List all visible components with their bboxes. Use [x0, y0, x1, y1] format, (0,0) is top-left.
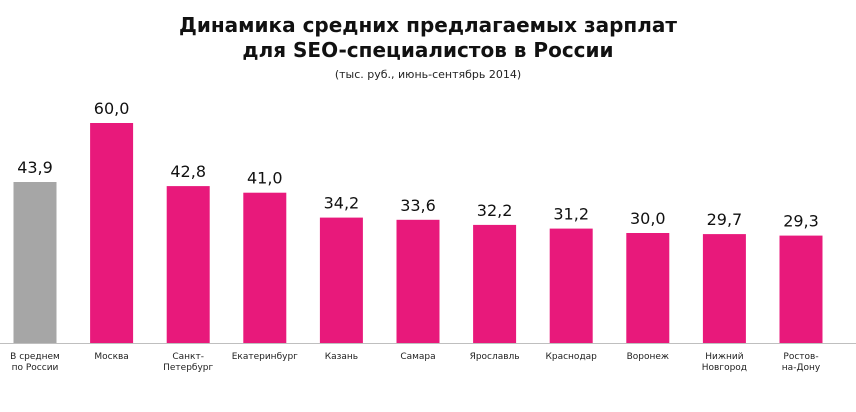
- bar-6: [473, 224, 517, 343]
- category-label-3: Екатеринбург: [232, 352, 298, 362]
- value-label-4: 34,2: [324, 194, 360, 213]
- bar-4: [319, 217, 363, 343]
- chart-title-line2: для SEO-специалистов в России: [242, 38, 614, 62]
- category-label-2: Санкт-Петербург: [163, 352, 213, 373]
- category-label-8: Воронеж: [627, 352, 669, 362]
- bar-3: [243, 192, 287, 343]
- category-label-5: Самара: [400, 352, 435, 362]
- value-label-5: 33,6: [400, 196, 436, 215]
- value-label-9: 29,7: [707, 210, 743, 229]
- bar-1: [90, 123, 134, 343]
- category-label-4: Казань: [325, 352, 358, 362]
- chart-title: Динамика средних предлагаемых зарплат: [179, 13, 677, 37]
- bar-8: [626, 233, 670, 343]
- category-label-7: Краснодар: [545, 352, 597, 362]
- category-label-1: Москва: [94, 352, 128, 362]
- value-label-10: 29,3: [783, 212, 819, 231]
- bar-2: [166, 186, 210, 343]
- labels-group: 43,9 В среднем по России 60,0 Москва 42,8 Санк…: [10, 99, 821, 373]
- bar-9: [702, 234, 746, 343]
- category-label-10: Ростов-на-Дону: [782, 352, 821, 373]
- category-label-6: Ярославль: [470, 352, 520, 362]
- value-label-2: 42,8: [170, 162, 206, 181]
- category-label-0: В среднем по России: [10, 352, 60, 373]
- bar-10: [779, 235, 823, 343]
- bars-group: [13, 123, 823, 343]
- value-label-8: 30,0: [630, 209, 666, 228]
- value-label-3: 41,0: [247, 169, 283, 188]
- bar-7: [549, 228, 593, 343]
- value-label-6: 32,2: [477, 201, 513, 220]
- value-label-1: 60,0: [94, 99, 130, 118]
- value-label-0: 43,9: [17, 158, 53, 177]
- value-label-7: 31,2: [553, 205, 589, 224]
- category-label-9: Нижний Новгород: [702, 352, 747, 373]
- chart-subtitle: (тыс. руб., июнь-сентябрь 2014): [334, 68, 522, 81]
- bar-5: [396, 219, 440, 343]
- bar-0: [13, 182, 57, 343]
